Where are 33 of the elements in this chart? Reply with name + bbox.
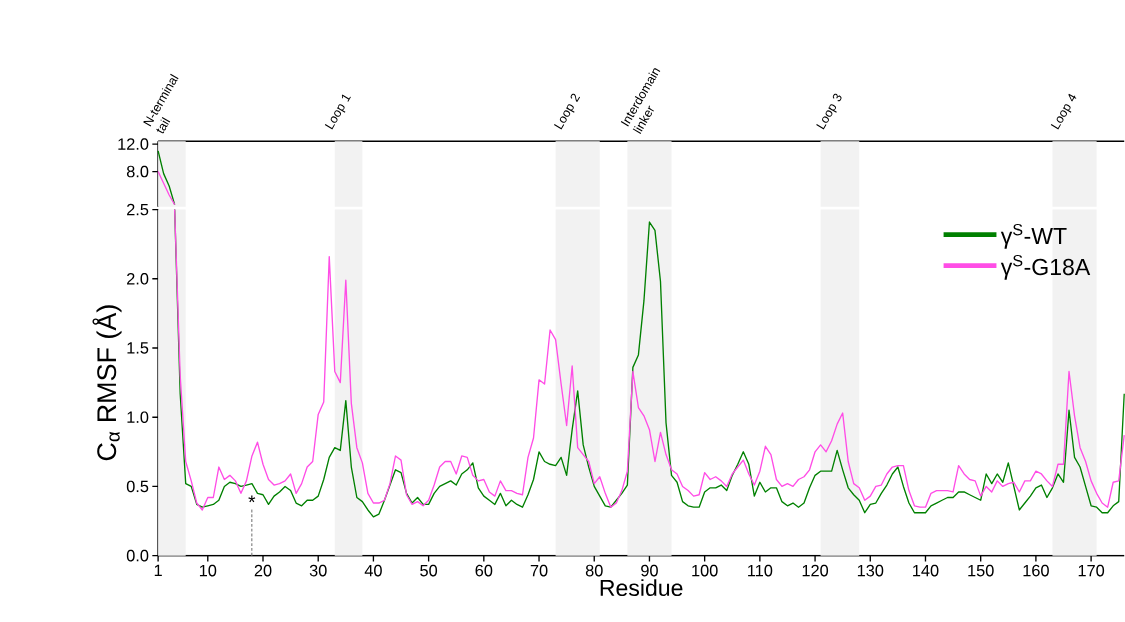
x-tick-label: 110 [748, 564, 773, 577]
y-axis-title: C$_{α}$ RMSF (Å) [92, 305, 122, 461]
y-tick-label: 0.0 [126, 549, 149, 562]
x-tick-label: 100 [692, 564, 718, 577]
x-tick-label: 70 [530, 564, 548, 577]
x-tick-label: 160 [1023, 564, 1049, 577]
x-tick-label: 150 [968, 564, 994, 577]
legend-label: γ$^{S}$-G18A [1000, 255, 1091, 280]
x-tick-label: 60 [475, 564, 493, 577]
x-tick-label: 1 [154, 564, 162, 577]
line-series [157, 150, 176, 206]
x-tick-label: 40 [364, 564, 382, 577]
annotation: * [248, 495, 256, 503]
x-tick-label: 30 [309, 564, 327, 577]
y-tick-label: 1.5 [127, 342, 149, 354]
x-tick-label: 140 [913, 564, 939, 577]
y-tick-label: 12.0 [118, 138, 149, 150]
x-tick-label: 120 [802, 564, 829, 577]
x-tick-label: 170 [1078, 564, 1105, 577]
y-tick-label: 0.5 [126, 480, 149, 493]
x-tick-label: 50 [420, 564, 438, 577]
legend-label: γ$^{S}$-WT [1000, 224, 1067, 249]
x-axis-title: Residue [600, 579, 683, 597]
x-tick-label: 10 [199, 564, 217, 577]
line-series [157, 170, 176, 206]
x-tick-label: 80 [585, 564, 603, 577]
x-tick-label: 20 [254, 564, 272, 577]
x-tick-label: 90 [641, 564, 658, 577]
y-tick-label: 8.0 [126, 165, 149, 178]
y-tick-label: 1.0 [127, 411, 149, 424]
x-tick-label: 130 [857, 564, 884, 577]
y-tick-label: 2.0 [127, 273, 149, 285]
y-tick-label: 2.5 [127, 203, 149, 216]
